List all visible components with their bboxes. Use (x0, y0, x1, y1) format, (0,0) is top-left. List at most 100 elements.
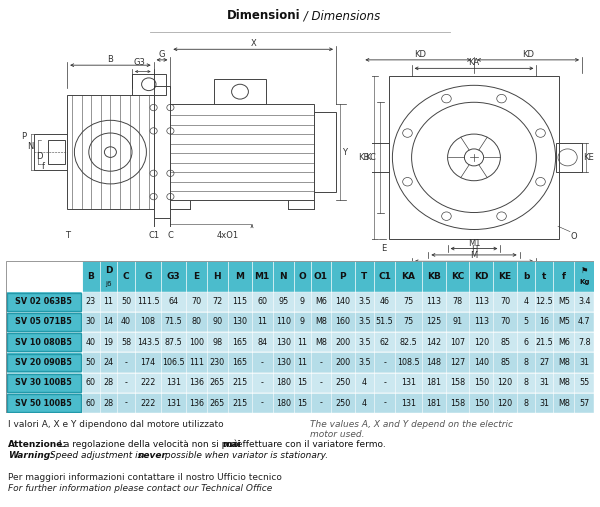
Bar (82, 261, 594, 292)
Text: M8: M8 (558, 378, 570, 387)
Text: B: B (107, 55, 113, 64)
Text: KA: KA (469, 58, 479, 67)
Bar (6, 393, 82, 413)
Text: / Dimensions: / Dimensions (300, 10, 380, 22)
Bar (6, 373, 82, 393)
Text: The values A, X and Y depend on the electric: The values A, X and Y depend on the elec… (310, 420, 513, 429)
Bar (314, 112, 336, 192)
Text: 78: 78 (452, 297, 463, 306)
Text: 250: 250 (335, 378, 350, 387)
Text: 3.5: 3.5 (358, 358, 371, 367)
Text: 16: 16 (539, 317, 549, 327)
Text: M6: M6 (315, 297, 327, 306)
Text: 230: 230 (210, 358, 225, 367)
Text: 222: 222 (140, 399, 156, 408)
Bar (7, 333, 81, 351)
Text: 3.5: 3.5 (358, 297, 371, 306)
Bar (6, 292, 82, 312)
Text: 91: 91 (452, 317, 463, 327)
Text: 84: 84 (257, 338, 267, 347)
Text: 111: 111 (189, 358, 204, 367)
Text: 27: 27 (539, 358, 550, 367)
Text: 174: 174 (140, 358, 155, 367)
Text: C: C (123, 272, 130, 281)
Text: -: - (261, 378, 263, 387)
Text: 136: 136 (189, 378, 204, 387)
Text: O: O (299, 272, 307, 281)
Text: -: - (320, 399, 322, 408)
Text: E: E (193, 272, 199, 281)
Text: SV 30 100B5: SV 30 100B5 (16, 378, 72, 387)
Bar (7, 293, 81, 311)
Text: M1: M1 (254, 272, 270, 281)
Text: 3.5: 3.5 (358, 338, 371, 347)
Text: 70: 70 (500, 297, 510, 306)
Text: Y: Y (342, 148, 347, 157)
Text: T: T (65, 231, 70, 239)
Text: 40: 40 (121, 317, 131, 327)
Text: 100: 100 (189, 338, 204, 347)
Text: 180: 180 (276, 378, 290, 387)
Text: P: P (22, 132, 27, 141)
Text: 215: 215 (232, 399, 247, 408)
Text: 4: 4 (362, 399, 367, 408)
Bar (214, 79, 266, 104)
Bar (34, 134, 67, 170)
Bar (48, 140, 65, 164)
Text: 95: 95 (278, 297, 289, 306)
Text: 181: 181 (426, 399, 441, 408)
Text: P: P (340, 272, 346, 281)
Text: 85: 85 (500, 358, 510, 367)
Bar (82, 312, 594, 332)
Bar (82, 332, 594, 352)
Text: 15: 15 (298, 399, 308, 408)
Bar (6, 332, 82, 352)
Text: j6: j6 (105, 281, 112, 287)
Text: KD: KD (474, 272, 488, 281)
Text: 120: 120 (474, 338, 489, 347)
Text: 9: 9 (300, 297, 305, 306)
Text: -: - (320, 378, 322, 387)
Text: KA: KA (401, 272, 415, 281)
Text: 75: 75 (403, 317, 413, 327)
Bar (82, 352, 594, 373)
Text: 150: 150 (474, 399, 489, 408)
Text: 28: 28 (103, 399, 113, 408)
Text: X: X (250, 39, 256, 48)
Text: Kg: Kg (579, 279, 589, 285)
Text: f: f (562, 272, 566, 281)
Text: 14: 14 (104, 317, 113, 327)
Text: KD: KD (414, 50, 426, 59)
Text: M8: M8 (315, 317, 327, 327)
Bar (6, 352, 82, 373)
Text: 19: 19 (103, 338, 113, 347)
Bar (7, 374, 81, 392)
Text: 265: 265 (210, 399, 225, 408)
Text: Speed adjustment is: Speed adjustment is (47, 451, 145, 460)
Text: G3: G3 (133, 58, 145, 67)
Text: T: T (361, 272, 368, 281)
Text: never: never (138, 451, 167, 460)
Text: 120: 120 (497, 399, 512, 408)
Text: 8: 8 (524, 399, 529, 408)
Text: 75: 75 (403, 297, 413, 306)
Text: 8: 8 (524, 358, 529, 367)
Text: -: - (125, 358, 127, 367)
Text: 140: 140 (474, 358, 489, 367)
Text: 107: 107 (450, 338, 465, 347)
Bar (82, 373, 594, 393)
Text: 55: 55 (579, 378, 589, 387)
Text: 4.7: 4.7 (578, 317, 590, 327)
Text: 130: 130 (232, 317, 247, 327)
Text: -: - (383, 358, 386, 367)
Text: SV 50 100B5: SV 50 100B5 (16, 399, 72, 408)
Text: 64: 64 (169, 297, 179, 306)
Text: 111.5: 111.5 (137, 297, 160, 306)
Text: -: - (320, 358, 322, 367)
Text: -: - (383, 399, 386, 408)
Text: 200: 200 (335, 338, 350, 347)
Text: 115: 115 (232, 297, 247, 306)
Text: Dimensioni: Dimensioni (226, 10, 300, 22)
Text: ⚑: ⚑ (580, 266, 588, 275)
Text: 11: 11 (257, 317, 267, 327)
